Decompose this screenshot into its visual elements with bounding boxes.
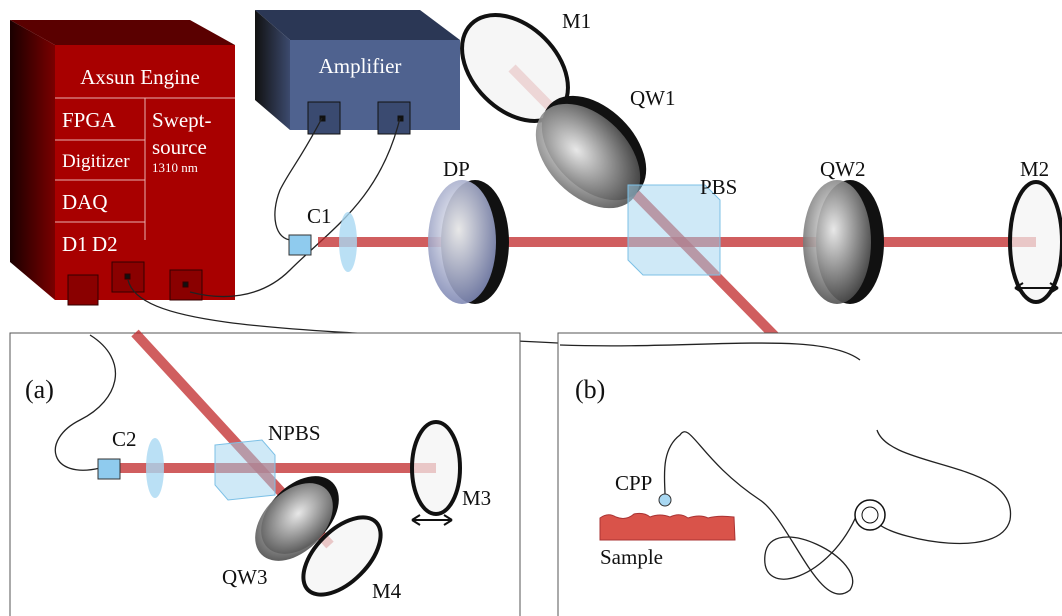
engine: Axsun Engine FPGA Digitizer DAQ D1 D2 Sw… [10,20,235,305]
label-qw2: QW2 [820,157,866,181]
body: Axsun Engine FPGA Digitizer DAQ D1 D2 Sw… [0,0,1062,616]
engine-side [10,20,55,300]
probe [659,494,671,506]
label-npbs: NPBS [268,421,321,445]
label-cpp: CPP [615,471,652,495]
lens-c1 [339,212,357,272]
label-m2: M2 [1020,157,1049,181]
module-label: FPGA [62,108,117,132]
lens [146,438,164,498]
module-label: D1 [62,232,88,256]
engine-title: Axsun Engine [80,65,200,89]
module-label: DAQ [62,190,108,214]
label-qw3: QW3 [222,565,268,589]
label-sample: Sample [600,545,663,569]
mirror-m3 [412,422,460,514]
label-qw1: QW1 [630,86,676,110]
inset-b: (b) CPP Sample [558,333,1062,616]
module-label: D2 [92,232,118,256]
collimator-c1 [289,235,311,255]
label-dp: DP [443,157,470,181]
label-c1: C1 [307,204,332,228]
source-wavelength: 1310 nm [152,160,198,175]
source-label: source [152,135,207,159]
label-pbs: PBS [700,175,737,199]
inset-label: (a) [25,375,54,404]
inset-a: (a) C2 NPBS M3 QW3 M4 [10,333,520,616]
inset-label: (b) [575,375,605,404]
label-m3: M3 [462,486,491,510]
prism-dp [428,180,496,304]
npbs-cube [215,440,275,500]
amplifier: Amplifier [255,10,460,134]
mirror-m2 [1010,182,1062,302]
amp-title: Amplifier [319,54,402,78]
page: {"engine": {"title": "Axsun Engine", "mo… [0,0,1062,616]
circulator [855,500,885,530]
collimator [98,459,120,479]
label-c2: C2 [112,427,137,451]
module-label: Digitizer [62,151,130,172]
label-m4: M4 [372,579,402,603]
amp-top [255,10,460,40]
source-label: Swept- [152,108,212,132]
waveplate-qw2 [803,180,871,304]
label-m1: M1 [562,9,591,33]
diagram: Axsun Engine FPGA Digitizer DAQ D1 D2 Sw… [0,0,1062,616]
